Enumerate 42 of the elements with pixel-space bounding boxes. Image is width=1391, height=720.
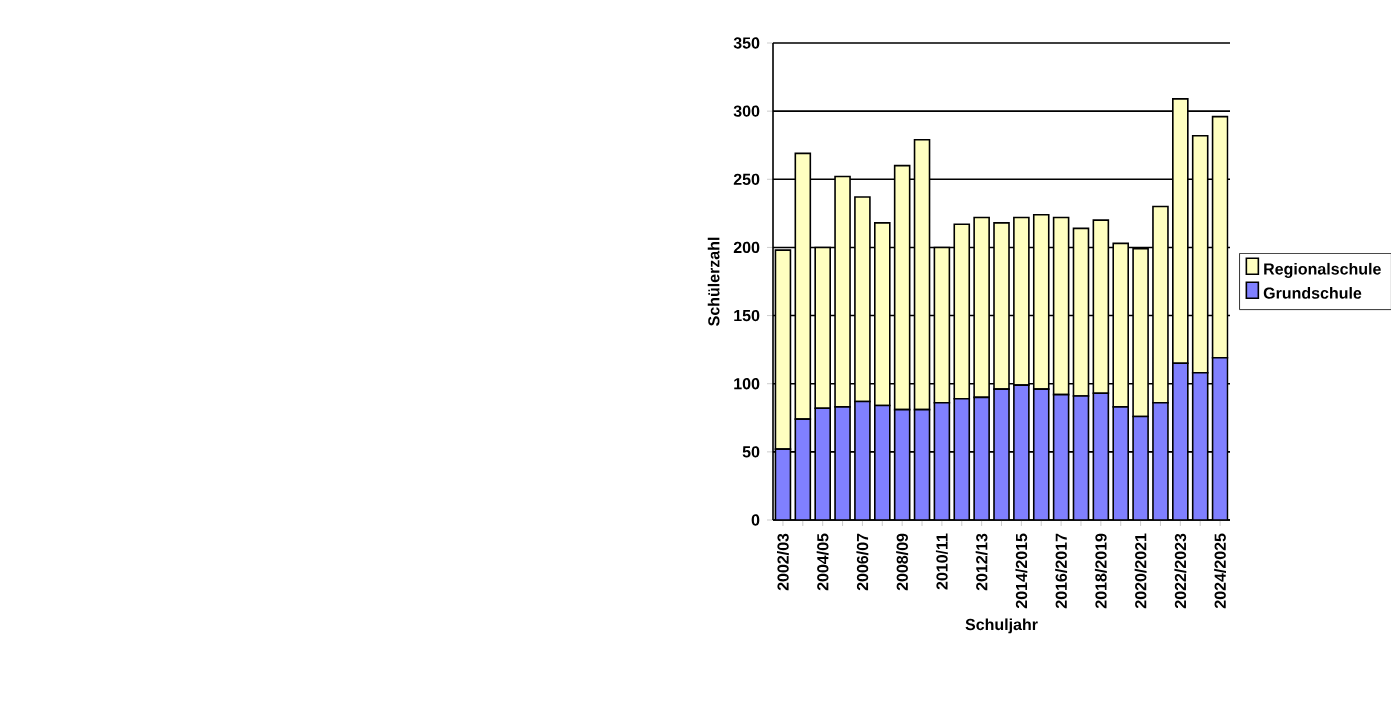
y-tick-label: 50 [742,446,760,458]
x-tick-label: 2004/05 [816,533,829,591]
y-tick-label: 100 [734,378,760,390]
bar [794,152,812,420]
legend-label: Grundschule [1263,286,1362,299]
bar [933,402,951,520]
y-tick-label: 350 [733,37,760,49]
y-tick-label: 300 [733,105,760,117]
bar [774,249,792,450]
x-axis-title: Schuljahr [965,618,1038,634]
y-axis-title: Schülerzahl [707,237,720,326]
bar [893,164,911,411]
x-tick-label: 2024/2025 [1214,533,1227,609]
x-tick-label: 2018/2019 [1094,533,1107,609]
bar [933,246,951,404]
bar [913,138,931,411]
bar [893,408,911,520]
bar [1072,227,1090,397]
bar [1052,393,1070,520]
bar [1211,115,1229,359]
x-tick-label: 2010/11 [935,533,948,590]
x-tick-label: 2006/07 [856,533,869,591]
bar [1092,219,1110,395]
y-tick-label: 200 [733,241,760,254]
x-tick-label: 2020/2021 [1134,533,1147,609]
x-tick-label: 2016/2017 [1055,533,1068,609]
x-tick-label: 2022/2023 [1174,533,1187,609]
x-tick-label: 2012/13 [975,533,988,591]
y-tick-label: 150 [734,309,760,322]
y-tick-label: 250 [733,173,760,185]
bar [1092,392,1110,520]
x-tick-label: 2002/03 [776,533,789,591]
bar [774,448,792,520]
bar [913,408,931,520]
bar [794,418,812,520]
bar [1072,395,1090,520]
legend-label: Regionalschule [1264,262,1381,278]
bar [1211,357,1229,520]
bar [1052,216,1070,396]
y-tick-label: 0 [751,514,760,526]
x-tick-label: 2014/2015 [1015,533,1028,609]
x-tick-label: 2008/09 [896,533,909,591]
